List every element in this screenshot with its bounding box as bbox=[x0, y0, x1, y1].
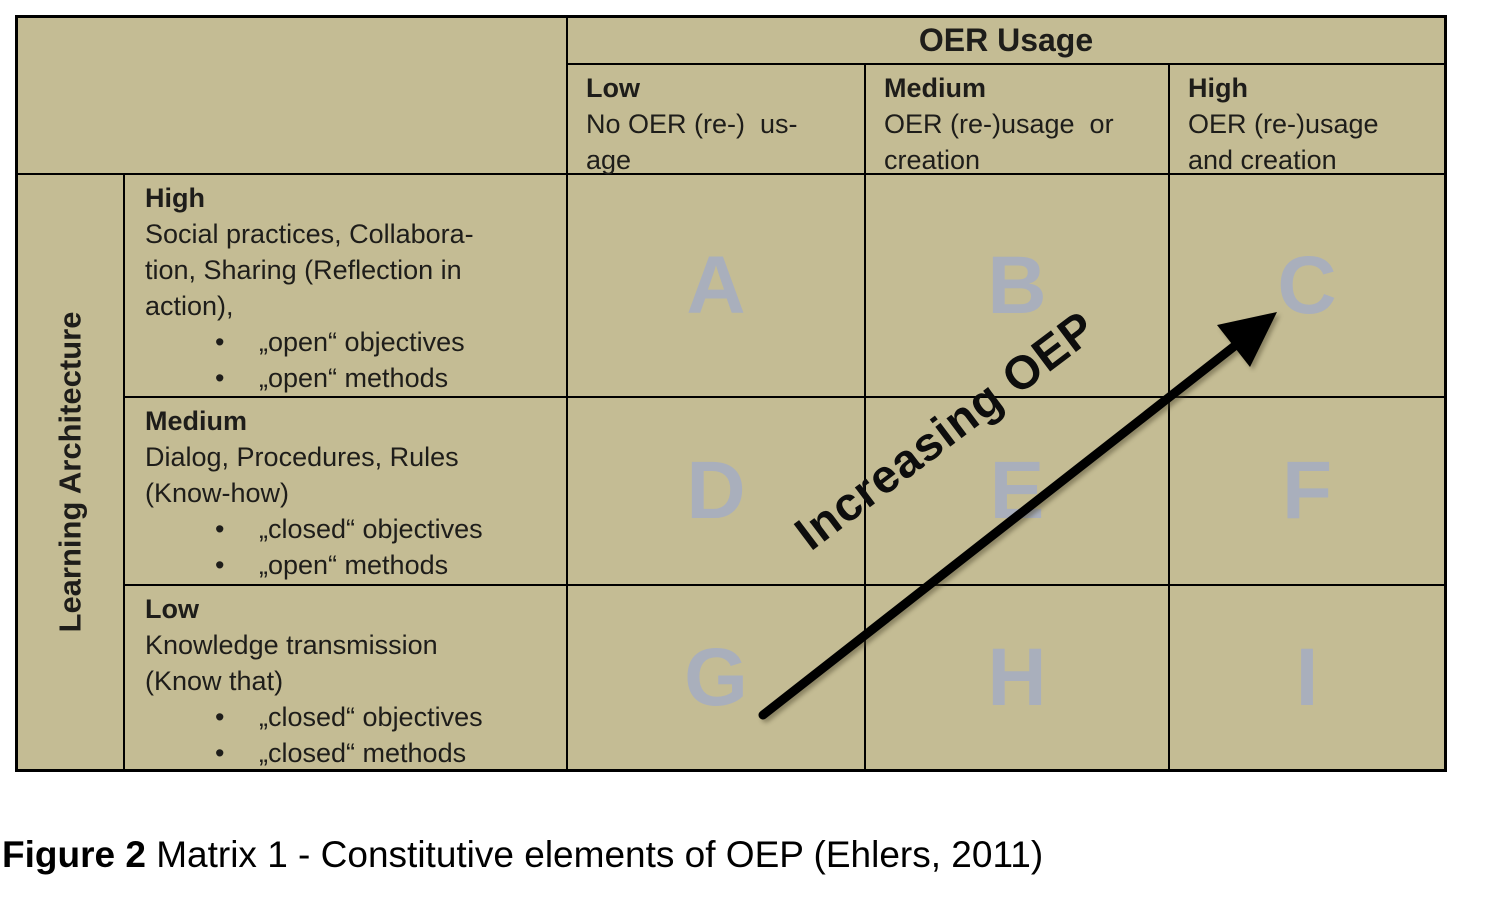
row-header-high: High Social practices, Collabora- tion, … bbox=[125, 175, 568, 398]
matrix-cell-b: B bbox=[866, 175, 1170, 398]
bullet-icon: • bbox=[215, 738, 225, 768]
row-desc-medium: Dialog, Procedures, Rules (Know-how) bbox=[145, 442, 459, 508]
matrix-cell-h: H bbox=[866, 586, 1170, 769]
list-item: • „open“ objectives bbox=[145, 324, 556, 360]
bullet-icon: • bbox=[215, 550, 225, 580]
bullet-icon: • bbox=[215, 514, 225, 544]
column-header-medium: Medium OER (re-)usage or creation bbox=[866, 65, 1170, 175]
list-item: • „closed“ methods bbox=[145, 735, 556, 771]
list-item: • „open“ methods bbox=[145, 360, 556, 396]
row-desc-low: Knowledge transmission (Know that) bbox=[145, 630, 438, 696]
column-desc-low: No OER (re-) us- age bbox=[586, 109, 798, 175]
row-level-medium: Medium bbox=[145, 406, 248, 436]
column-level-low: Low bbox=[586, 73, 640, 103]
column-axis-title: OER Usage bbox=[568, 18, 1444, 65]
corner-blank-cell bbox=[18, 18, 568, 175]
row-axis-title-cell: Learning Architecture bbox=[18, 175, 125, 769]
column-level-high: High bbox=[1188, 73, 1248, 103]
list-item: • „closed“ objectives bbox=[145, 699, 556, 735]
row-desc-high: Social practices, Collabora- tion, Shari… bbox=[145, 219, 474, 321]
list-item: • „closed“ objectives bbox=[145, 511, 556, 547]
matrix-cell-a: A bbox=[568, 175, 866, 398]
bullet-icon: • bbox=[215, 702, 225, 732]
column-desc-high: OER (re-)usage and creation bbox=[1188, 109, 1379, 175]
matrix-cell-c: C bbox=[1170, 175, 1444, 398]
column-header-low: Low No OER (re-) us- age bbox=[568, 65, 866, 175]
row-header-medium: Medium Dialog, Procedures, Rules (Know-h… bbox=[125, 398, 568, 586]
figure-label: Figure 2 bbox=[2, 834, 146, 875]
list-item: • „open“ methods bbox=[145, 547, 556, 583]
column-level-medium: Medium bbox=[884, 73, 987, 103]
matrix-cell-f: F bbox=[1170, 398, 1444, 586]
row-header-low: Low Knowledge transmission (Know that) •… bbox=[125, 586, 568, 769]
row-axis-title: Learning Architecture bbox=[52, 311, 88, 633]
row-level-high: High bbox=[145, 183, 205, 213]
column-desc-medium: OER (re-)usage or creation bbox=[884, 109, 1114, 175]
row-level-low: Low bbox=[145, 594, 199, 624]
column-header-high: High OER (re-)usage and creation bbox=[1170, 65, 1444, 175]
bullet-icon: • bbox=[215, 327, 225, 357]
figure-caption: Figure 2 Matrix 1 - Constitutive element… bbox=[2, 834, 1043, 876]
matrix-cell-e: E bbox=[866, 398, 1170, 586]
caption-text: Matrix 1 - Constitutive elements of OEP … bbox=[145, 834, 1044, 875]
oep-matrix-table: OER Usage Low No OER (re-) us- age Mediu… bbox=[15, 15, 1447, 772]
matrix-cell-i: I bbox=[1295, 631, 1319, 723]
matrix-cell-g: G bbox=[568, 586, 866, 769]
bullet-icon: • bbox=[215, 363, 225, 393]
matrix-cell-d: D bbox=[568, 398, 866, 586]
